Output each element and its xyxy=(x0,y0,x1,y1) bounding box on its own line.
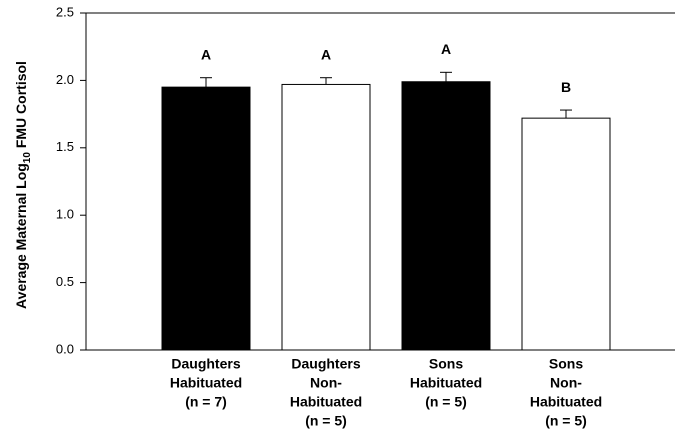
y-tick-label: 1.0 xyxy=(56,207,74,222)
y-tick-label: 0.5 xyxy=(56,274,74,289)
annotation: A xyxy=(201,46,211,62)
y-tick-label: 0.0 xyxy=(56,341,74,356)
bar xyxy=(161,86,251,351)
x-tick-label: Non- xyxy=(550,375,582,391)
x-tick-label: (n = 5) xyxy=(545,413,587,429)
bar xyxy=(281,83,371,351)
annotation: A xyxy=(321,46,331,62)
bar xyxy=(401,81,491,351)
annotation: B xyxy=(561,79,571,95)
x-tick-label: Habituated xyxy=(290,394,362,410)
x-tick-label: (n = 7) xyxy=(185,394,227,410)
y-axis-label: Average Maternal Log10 FMU Cortisol xyxy=(13,61,33,309)
x-tick-label: (n = 5) xyxy=(305,413,347,429)
x-tick-label: Habituated xyxy=(170,375,242,391)
y-tick-label: 2.5 xyxy=(56,4,74,19)
x-tick-label: Habituated xyxy=(410,375,482,391)
x-tick-label: Sons xyxy=(549,356,583,372)
x-tick-label: Habituated xyxy=(530,394,602,410)
x-tick-label: (n = 5) xyxy=(425,394,467,410)
x-tick-label: Non- xyxy=(310,375,342,391)
x-tick-label: Daughters xyxy=(291,356,360,372)
annotation: A xyxy=(441,41,451,57)
y-tick-label: 2.0 xyxy=(56,72,74,87)
y-tick-label: 1.5 xyxy=(56,139,74,154)
bar xyxy=(521,117,611,351)
x-tick-label: Daughters xyxy=(171,356,240,372)
x-tick-label: Sons xyxy=(429,356,463,372)
